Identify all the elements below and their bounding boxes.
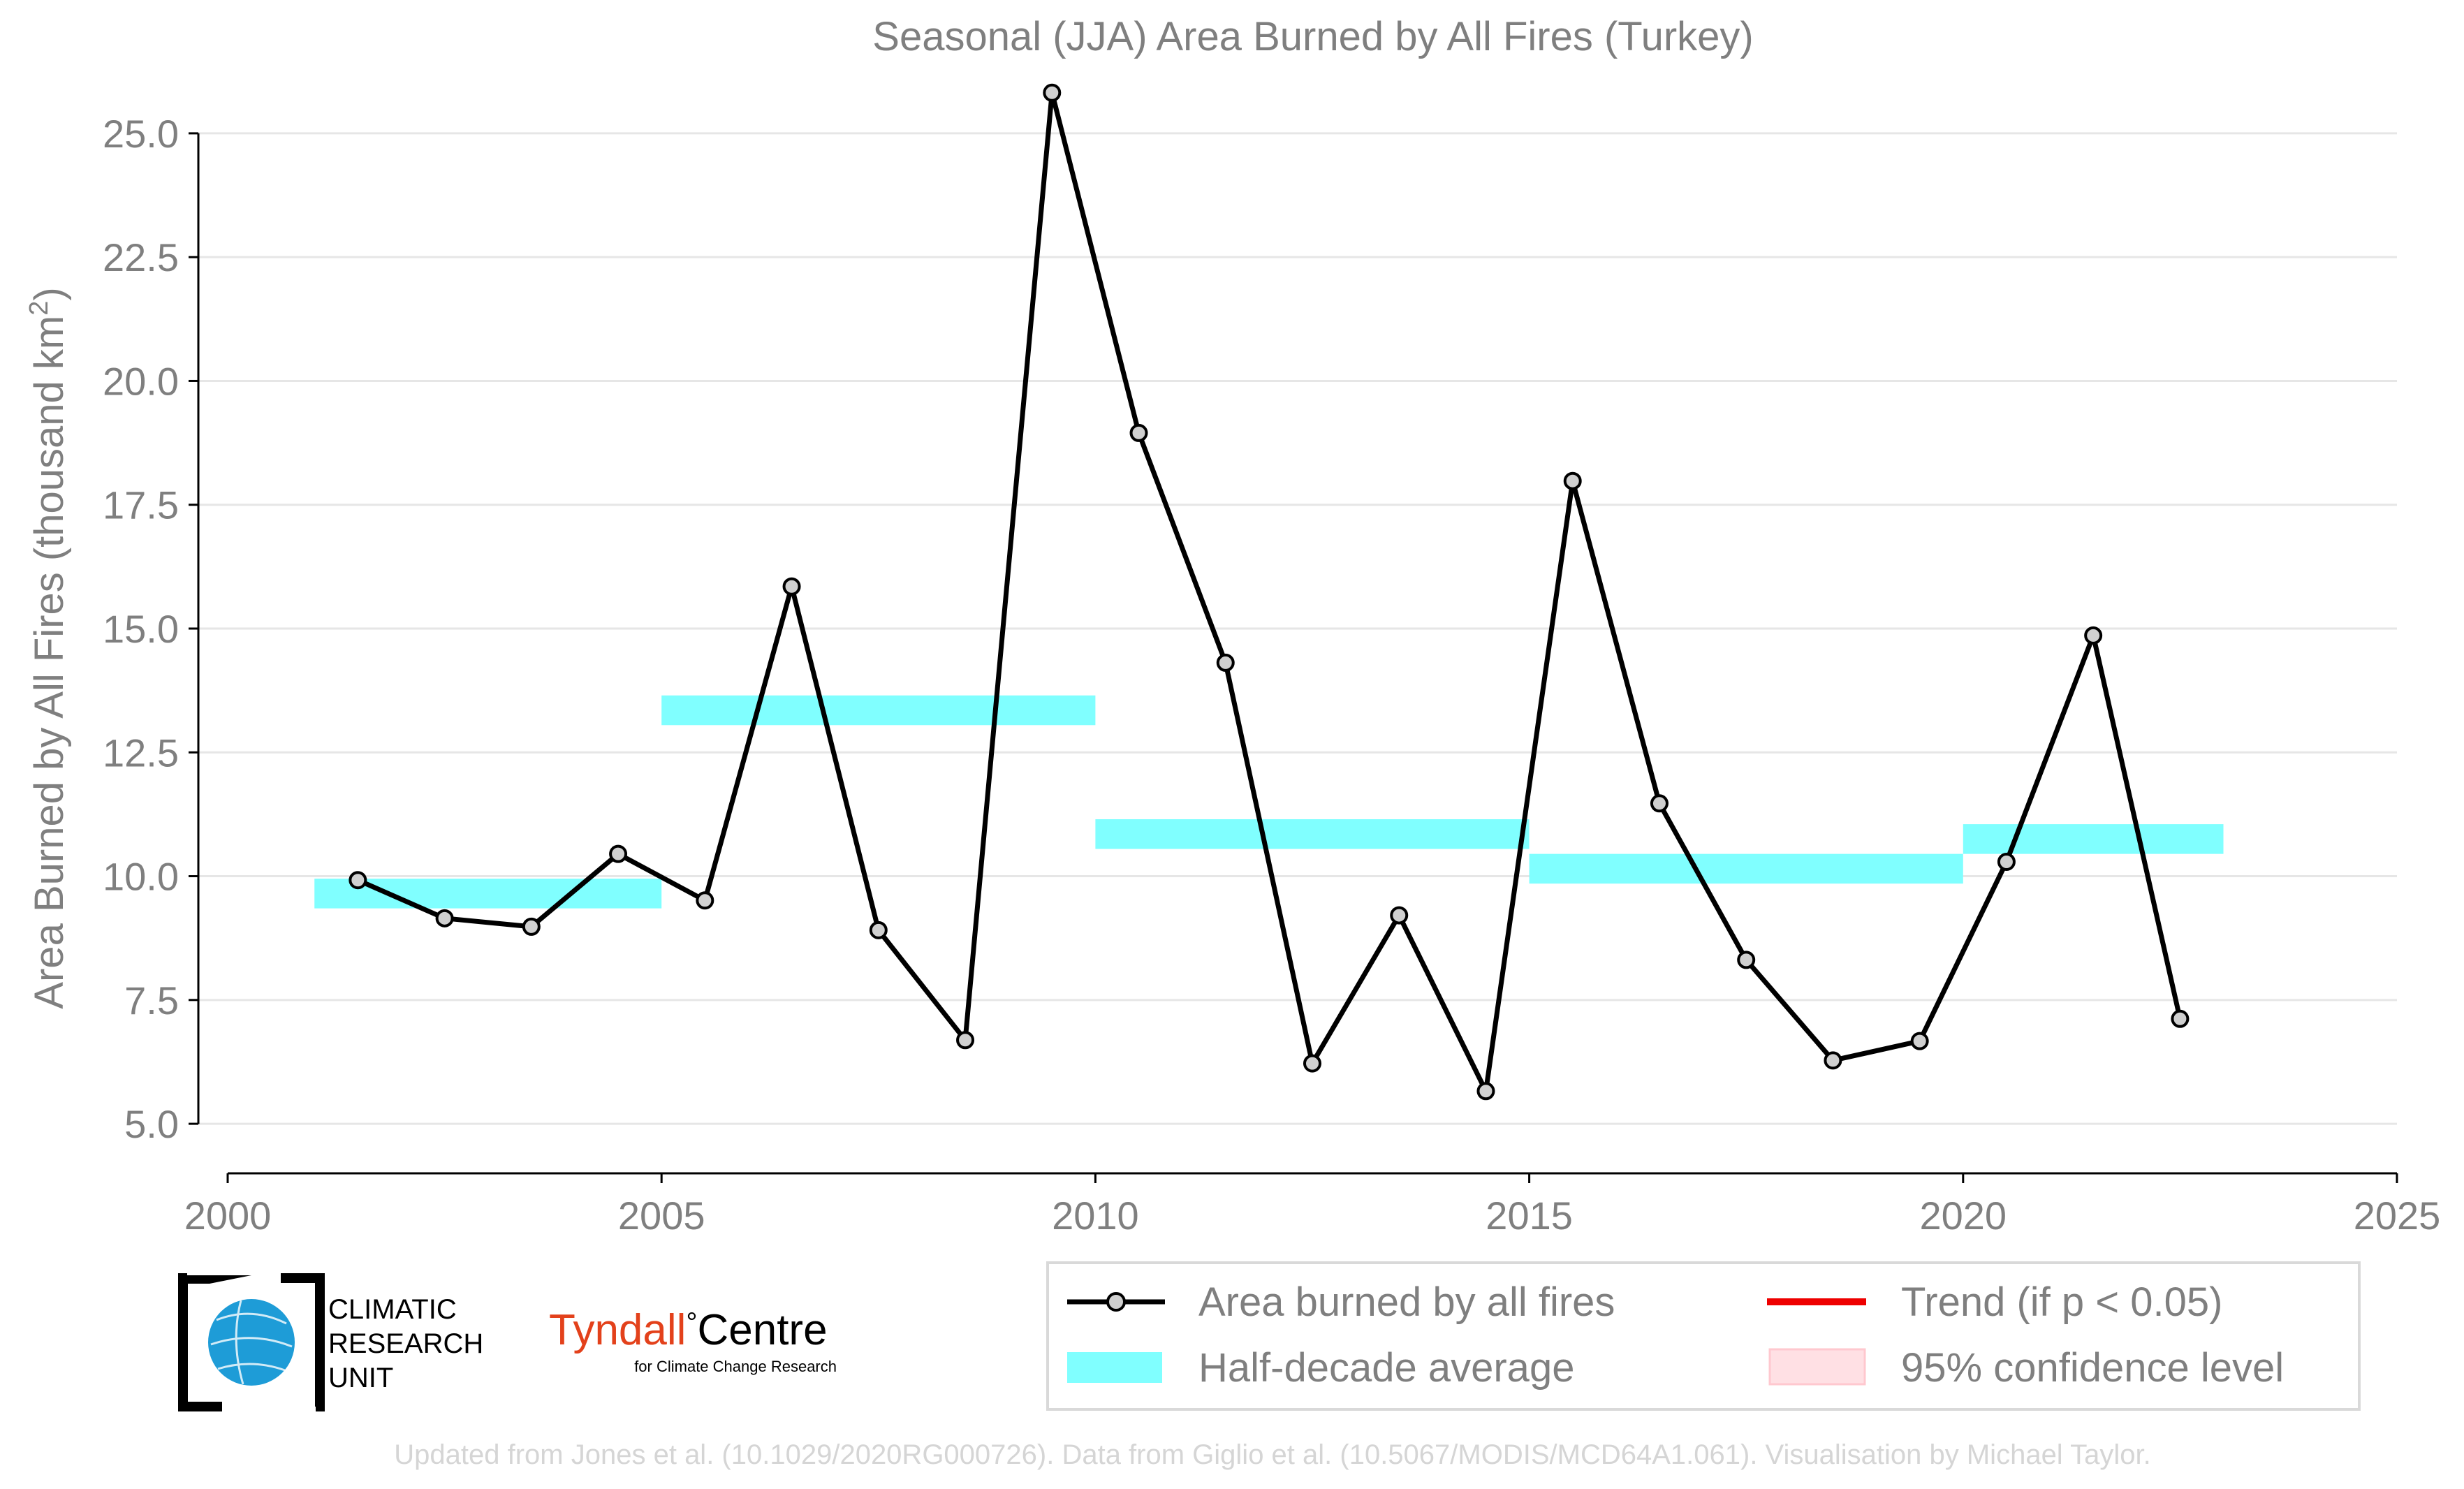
data-point [1390, 906, 1409, 925]
y-tick-label: 22.5 [103, 235, 179, 279]
x-tick-label: 2010 [1052, 1194, 1139, 1238]
data-point [349, 871, 367, 890]
data-point [1129, 423, 1148, 442]
data-point [1737, 951, 1756, 969]
tyndall-wordmark: Tyndall°Centre [549, 1306, 828, 1354]
legend-label-ci: 95% confidence level [1901, 1345, 2284, 1391]
data-point [1303, 1054, 1321, 1073]
data-point [782, 577, 801, 596]
data-point [1563, 471, 1582, 490]
cru-name-line3: UNIT [328, 1363, 393, 1393]
data-point [1216, 653, 1235, 672]
half-decade-bar [1095, 819, 1530, 849]
tyndall-subtitle: for Climate Change Research [634, 1358, 837, 1375]
data-point [956, 1031, 975, 1050]
y-axis: 5.0 7.5 10.0 12.5 15.0 17.5 20.0 22.5 25.0 [103, 112, 200, 1146]
legend-swatch-ci [1768, 1348, 1866, 1386]
half-decade-bar [1963, 824, 2224, 854]
legend-label-band: Half-decade average [1198, 1345, 1574, 1391]
legend-label-trend: Trend (if p < 0.05) [1901, 1279, 2222, 1325]
data-point [2171, 1009, 2190, 1028]
chart-title: Seasonal (JJA) Area Burned by All Fires … [872, 14, 1753, 59]
cru-bracket-cut-icon [183, 1275, 251, 1284]
half-decade-bands [314, 695, 2224, 909]
data-point [1997, 852, 2016, 871]
cru-name-line1: CLIMATIC [328, 1294, 457, 1325]
legend-label-series: Area burned by all fires [1198, 1279, 1615, 1325]
data-point [1476, 1082, 1495, 1101]
legend-swatch-band [1067, 1352, 1162, 1383]
data-point [869, 920, 888, 939]
y-tick-label: 7.5 [124, 978, 179, 1022]
data-point [2084, 626, 2103, 645]
series-line [356, 90, 2183, 1094]
cru-name-line2: RESEARCH [328, 1328, 483, 1359]
data-point [609, 844, 628, 863]
y-tick-label: 5.0 [124, 1102, 179, 1146]
y-axis-label: Area Burned by All Fires (thousand km2) [24, 287, 72, 1008]
half-decade-bar [661, 695, 1096, 726]
y-tick-label: 10.0 [103, 855, 179, 899]
cru-logo: CLIMATIC RESEARCH UNIT [178, 1273, 483, 1411]
half-decade-bar [314, 879, 662, 909]
y-tick-label: 15.0 [103, 607, 179, 651]
data-point [696, 891, 714, 910]
tyndall-logo: Tyndall°Centre for Climate Change Resear… [549, 1306, 837, 1375]
y-tick-label: 25.0 [103, 112, 179, 156]
x-axis: 2000 2005 2010 2015 2020 2025 [184, 1172, 2441, 1238]
globe-icon [208, 1299, 295, 1386]
data-point [522, 917, 541, 936]
y-tick-label: 20.0 [103, 359, 179, 403]
data-series [349, 83, 2190, 1101]
half-decade-bar [1529, 853, 1963, 884]
x-tick-label: 2005 [618, 1194, 705, 1238]
data-point [1824, 1051, 1842, 1070]
x-tick-label: 2000 [184, 1194, 272, 1238]
y-tick-label: 12.5 [103, 731, 179, 775]
y-tick-label: 17.5 [103, 483, 179, 527]
legend-marker-series [1106, 1292, 1126, 1312]
data-point [1910, 1032, 1929, 1050]
legend-box [1046, 1261, 2361, 1411]
x-tick-label: 2020 [1920, 1194, 2007, 1238]
grid-lines [198, 132, 2397, 1125]
legend: Area burned by all fires Half-decade ave… [1046, 1261, 2361, 1411]
globe-lines-icon [210, 1300, 293, 1385]
data-point [435, 909, 454, 927]
x-tick-label: 2025 [2354, 1194, 2441, 1238]
data-point [1650, 794, 1669, 813]
x-tick-label: 2015 [1486, 1194, 1573, 1238]
data-point [1043, 83, 1062, 102]
footer-credit: Updated from Jones et al. (10.1029/2020R… [394, 1439, 2150, 1470]
